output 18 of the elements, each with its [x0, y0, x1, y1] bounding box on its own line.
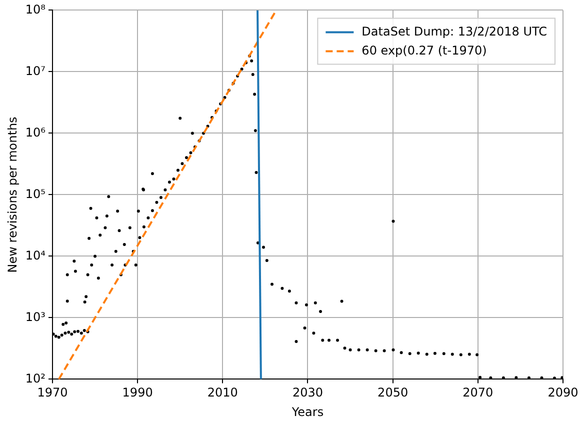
- y-axis-title: New revisions per months: [5, 116, 20, 273]
- x-tick-label: 2050: [378, 386, 408, 400]
- y-tick-label: 10⁷: [25, 64, 46, 78]
- x-tick-label: 2010: [207, 386, 238, 400]
- x-tick-label: 2030: [292, 386, 324, 400]
- x-axis-title: Years: [290, 404, 324, 419]
- x-tick-label: 1970: [37, 386, 68, 400]
- legend-label: 60 exp(0.27 (t-1970): [362, 43, 487, 58]
- x-tick-label: 2090: [548, 386, 578, 400]
- y-tick-label: 10⁴: [25, 248, 46, 262]
- y-tick-label: 10³: [25, 310, 46, 324]
- y-tick-label: 10⁵: [25, 186, 46, 201]
- y-tick-label: 10⁸: [25, 2, 46, 16]
- legend-label: DataSet Dump: 13/2/2018 UTC: [362, 24, 548, 38]
- y-tick-label: 10²: [25, 371, 46, 386]
- y-tick-label: 10⁶: [25, 125, 46, 140]
- x-tick-label: 2070: [462, 386, 494, 400]
- x-tick-label: 1990: [122, 386, 153, 400]
